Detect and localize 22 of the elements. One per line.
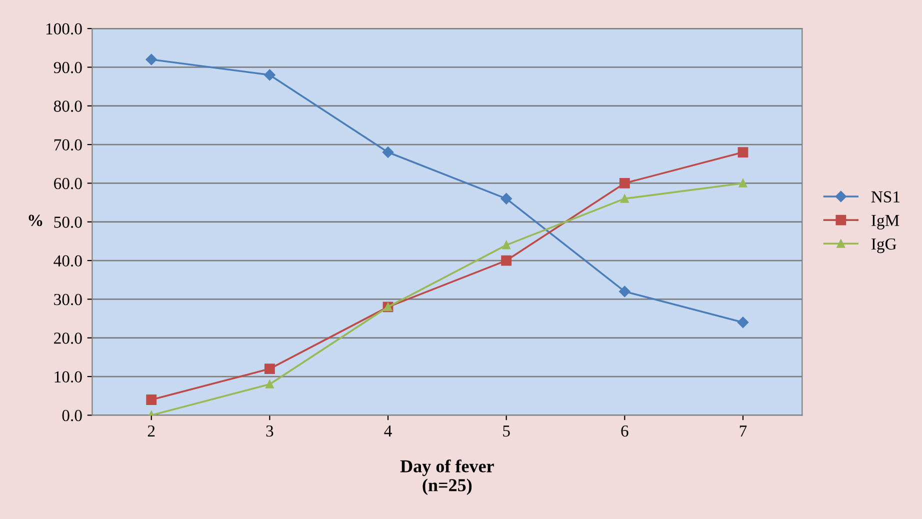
y-tick-label: 100.0	[46, 23, 82, 35]
x-tick-label: 2	[148, 425, 155, 436]
legend-label: IgG	[872, 238, 896, 254]
y-tick-label: 10.0	[54, 371, 82, 383]
x-axis-title: Day of fever (n=25)	[400, 459, 494, 495]
x-tick-label: 4	[384, 426, 392, 436]
x-tick-label: 3	[266, 425, 274, 437]
legend-label: IgM	[872, 214, 900, 230]
y-tick-label: 20.0	[54, 332, 82, 344]
y-axis-title: %	[28, 214, 42, 226]
x-tick-label: 7	[740, 426, 747, 436]
x-tick-label: 5	[503, 426, 510, 437]
legend-label: NS1	[871, 191, 900, 202]
y-tick-label: 60.0	[54, 178, 82, 190]
y-tick-label: 90.0	[54, 62, 82, 74]
y-tick-label: 70.0	[54, 139, 82, 151]
y-tick-label: 80.0	[54, 100, 82, 112]
y-tick-label: 0.0	[62, 410, 82, 422]
y-tick-label: 30.0	[54, 294, 82, 306]
y-tick-label: 40.0	[54, 255, 82, 267]
x-tick-label: 6	[621, 425, 628, 437]
y-tick-label: 50.0	[54, 216, 82, 228]
